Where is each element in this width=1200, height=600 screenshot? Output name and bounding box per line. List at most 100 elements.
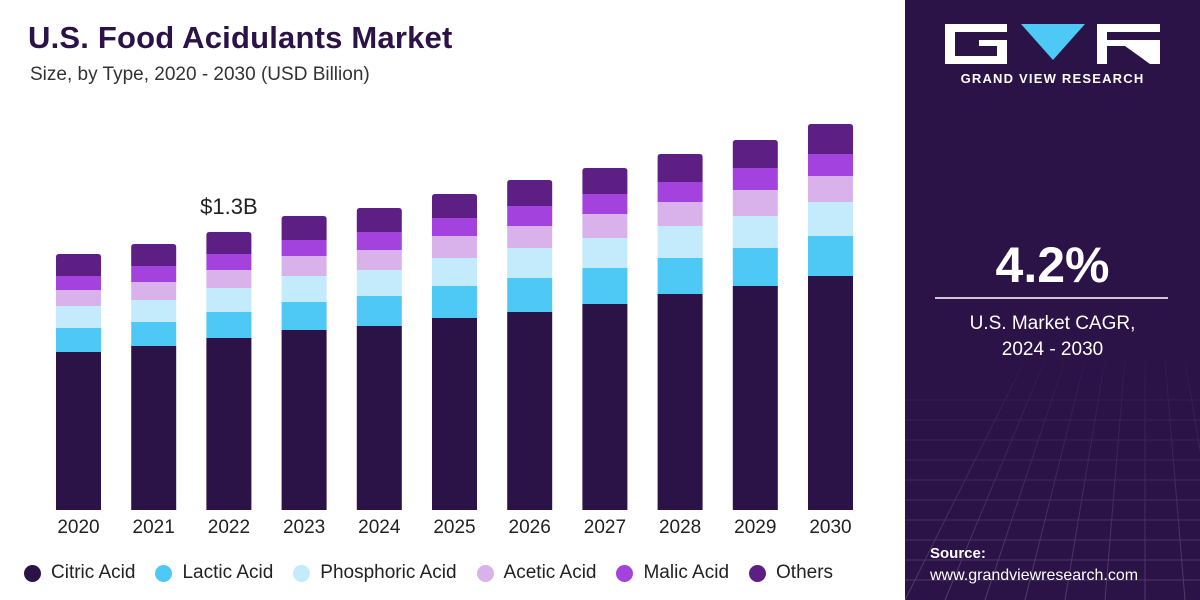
bar-segment-others-2030	[808, 124, 853, 154]
x-tick-label-2028: 2028	[659, 517, 701, 538]
source-label: Source:	[930, 545, 986, 562]
x-tick-label-2020: 2020	[57, 517, 99, 538]
legend-swatch-lactic-acid	[155, 564, 173, 582]
bar-segment-citric-acid-2027	[582, 304, 628, 510]
bar-segment-acetic-acid-2027	[582, 214, 628, 238]
bar-segment-lactic-acid-2030	[808, 236, 853, 276]
bar-segment-citric-acid-2024	[356, 326, 402, 510]
bar-segment-citric-acid-2029	[732, 286, 778, 510]
data-label-2022: $1.3B	[200, 194, 258, 219]
bar-segment-phosphoric-acid-2029	[732, 216, 778, 248]
legend-swatch-acetic-acid	[476, 564, 494, 582]
legend-label-malic-acid: Malic Acid	[643, 562, 730, 583]
legend-label-phosphoric-acid: Phosphoric Acid	[320, 562, 457, 583]
bar-segment-lactic-acid-2021	[131, 322, 177, 346]
bar-segment-citric-acid-2021	[131, 346, 177, 510]
chart-subtitle: Size, by Type, 2020 - 2030 (USD Billion)	[30, 64, 370, 85]
bar-segment-malic-acid-2025	[432, 218, 477, 236]
bar-segment-malic-acid-2030	[808, 154, 853, 176]
bar-segment-malic-acid-2026	[507, 206, 553, 226]
source-url[interactable]: www.grandviewresearch.com	[930, 567, 1139, 584]
bar-segment-citric-acid-2023	[281, 330, 327, 510]
cagr-label-line2: 2024 - 2030	[1001, 339, 1104, 360]
chart-legend: Citric Acid Lactic Acid Phosphoric Acid Ace…	[24, 562, 853, 584]
cagr-label: U.S. Market CAGR, 2024 - 2030	[905, 311, 1200, 363]
grid-pattern-decoration	[905, 359, 1200, 600]
legend-item-citric-acid: Citric Acid	[24, 562, 135, 584]
bar-segment-acetic-acid-2021	[131, 282, 177, 300]
bar-segment-lactic-acid-2027	[582, 268, 628, 304]
chart-area: U.S. Food Acidulants Market Size, by Typ…	[24, 20, 853, 584]
legend-swatch-others	[749, 564, 767, 582]
bar-segment-phosphoric-acid-2028	[657, 226, 703, 258]
bar-segment-malic-acid-2029	[732, 168, 778, 190]
bar-segment-phosphoric-acid-2030	[808, 202, 853, 236]
bar-segment-acetic-acid-2028	[657, 202, 703, 226]
x-tick-label-2023: 2023	[283, 517, 325, 538]
bar-segment-citric-acid-2022	[206, 338, 252, 510]
bar-segment-acetic-acid-2020	[56, 290, 101, 306]
bar-segment-malic-acid-2028	[657, 182, 703, 202]
bar-segment-malic-acid-2023	[281, 240, 327, 256]
bar-segment-lactic-acid-2029	[732, 248, 778, 286]
bar-segment-others-2029	[732, 140, 778, 168]
chart-title: U.S. Food Acidulants Market	[28, 20, 453, 55]
legend-swatch-phosphoric-acid	[293, 564, 311, 582]
bar-segment-lactic-acid-2025	[432, 286, 477, 318]
x-tick-label-2030: 2030	[809, 517, 851, 538]
legend-item-lactic-acid: Lactic Acid	[155, 562, 273, 584]
bar-segment-phosphoric-acid-2021	[131, 300, 177, 322]
brand-name: GRAND VIEW RESEARCH	[960, 71, 1145, 86]
bar-segment-others-2024	[356, 208, 402, 232]
cagr-value: 4.2%	[995, 237, 1110, 293]
stacked-bar-chart: 2020 2021 2022 $1.3B 2023 2024 2025 2026 2027 202…	[56, 124, 853, 538]
bar-segment-lactic-acid-2020	[56, 328, 101, 352]
grand-view-research-logo	[945, 24, 1160, 64]
legend-label-lactic-acid: Lactic Acid	[182, 562, 274, 583]
bar-segment-malic-acid-2022	[206, 254, 252, 270]
bar-segment-others-2022	[206, 232, 252, 254]
bar-segment-acetic-acid-2030	[808, 176, 853, 202]
bar-segment-others-2026	[507, 180, 553, 206]
bar-segment-phosphoric-acid-2026	[507, 248, 553, 278]
bar-segment-malic-acid-2020	[56, 276, 101, 290]
x-tick-label-2021: 2021	[133, 517, 175, 538]
legend-label-others: Others	[776, 562, 834, 583]
bar-segment-citric-acid-2026	[507, 312, 553, 510]
bar-segment-others-2021	[131, 244, 177, 266]
bar-segment-phosphoric-acid-2025	[432, 258, 477, 286]
bar-segment-others-2028	[657, 154, 703, 182]
bar-segment-citric-acid-2030	[808, 276, 853, 510]
bar-segment-malic-acid-2024	[356, 232, 402, 250]
bar-segment-phosphoric-acid-2023	[281, 276, 327, 302]
bar-segment-acetic-acid-2023	[281, 256, 327, 276]
bar-segment-acetic-acid-2026	[507, 226, 553, 248]
legend-swatch-malic-acid	[616, 564, 634, 582]
bar-segment-malic-acid-2027	[582, 194, 628, 214]
bar-segment-phosphoric-acid-2024	[356, 270, 402, 296]
side-panel: GRAND VIEW RESEARCH 4.2% U.S. Market CAG…	[905, 0, 1200, 600]
legend-item-others: Others	[749, 562, 833, 584]
legend-item-acetic-acid: Acetic Acid	[476, 562, 597, 584]
bar-segment-others-2027	[582, 168, 628, 194]
bar-segment-lactic-acid-2023	[281, 302, 327, 330]
legend-item-phosphoric-acid: Phosphoric Acid	[293, 562, 457, 584]
bar-segment-lactic-acid-2026	[507, 278, 553, 312]
x-tick-label-2027: 2027	[584, 517, 626, 538]
bar-segment-phosphoric-acid-2022	[206, 288, 252, 312]
x-tick-label-2025: 2025	[433, 517, 475, 538]
bar-segment-malic-acid-2021	[131, 266, 177, 282]
bar-segment-acetic-acid-2022	[206, 270, 252, 288]
bar-segment-others-2023	[281, 216, 327, 240]
bar-segment-phosphoric-acid-2027	[582, 238, 628, 268]
bar-segment-lactic-acid-2024	[356, 296, 402, 326]
legend-label-acetic-acid: Acetic Acid	[503, 562, 597, 583]
bar-segment-others-2020	[56, 254, 101, 276]
bar-segment-others-2025	[432, 194, 477, 218]
legend-item-malic-acid: Malic Acid	[616, 562, 729, 584]
x-tick-label-2029: 2029	[734, 517, 776, 538]
bar-segment-acetic-acid-2025	[432, 236, 477, 258]
divider	[935, 297, 1168, 299]
bar-segment-acetic-acid-2024	[356, 250, 402, 270]
bar-segment-acetic-acid-2029	[732, 190, 778, 216]
